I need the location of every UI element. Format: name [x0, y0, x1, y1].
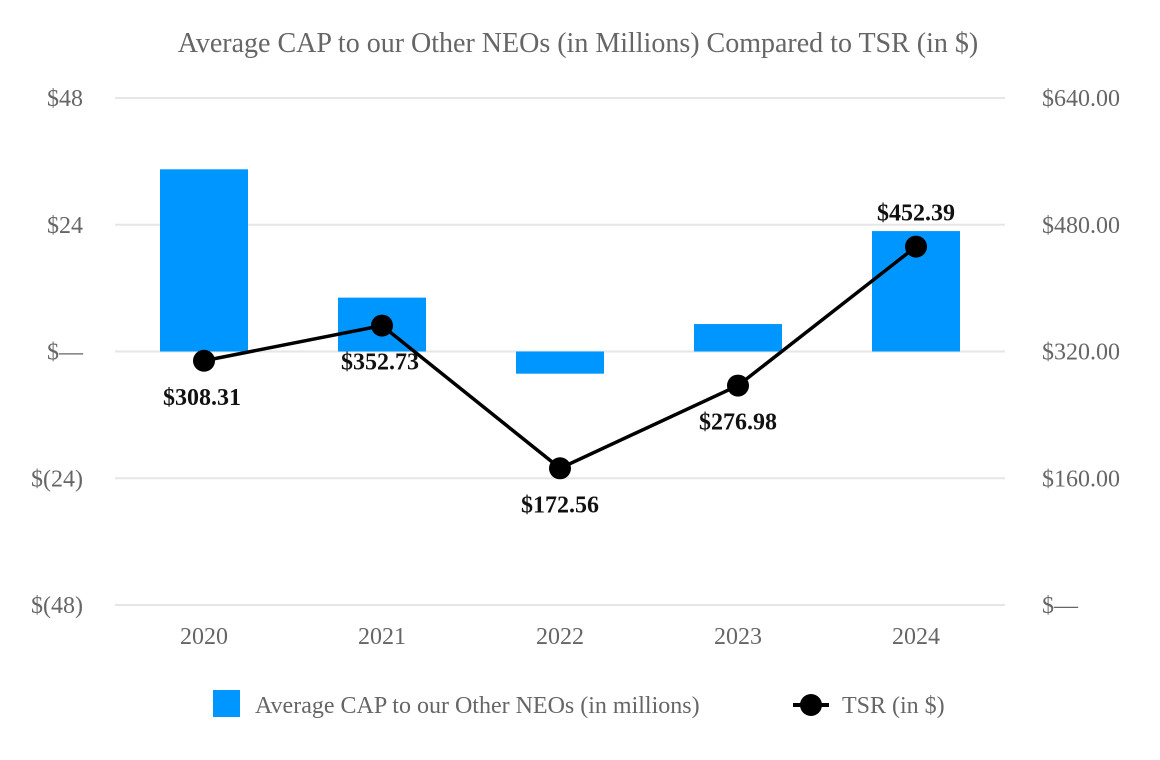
x-tick-label: 2022 — [536, 624, 584, 650]
tsr-point-2022 — [549, 457, 571, 480]
y-right-tick-label: $— — [1042, 593, 1079, 619]
legend-bar-label: Average CAP to our Other NEOs (in millio… — [255, 693, 700, 719]
y-right-tick-label: $160.00 — [1042, 466, 1120, 492]
y-right-tick-label: $640.00 — [1042, 86, 1120, 112]
data-labels: $308.31 $352.73 $172.56 $276.98 $452.39 — [163, 201, 955, 519]
legend-line-marker — [800, 694, 822, 716]
y-left-tick-label: $(24) — [31, 466, 83, 492]
legend: Average CAP to our Other NEOs (in millio… — [213, 690, 945, 719]
y-left-tick-label: $(48) — [31, 593, 83, 619]
axes: $48 $24 $— $(24) $(48) $640.00 $480.00 $320.00 $… — [31, 86, 1120, 650]
x-tick-label: 2021 — [358, 624, 406, 650]
legend-bar-swatch — [213, 690, 240, 717]
tsr-point-2024 — [905, 235, 927, 258]
y-right-tick-label: $320.00 — [1042, 340, 1120, 366]
tsr-point-2023 — [727, 374, 749, 397]
bar-2020 — [160, 169, 248, 352]
tsr-point-2021 — [371, 314, 393, 337]
tsr-point-2020 — [193, 349, 215, 372]
y-left-tick-label: $— — [47, 340, 84, 366]
y-right-tick-label: $480.00 — [1042, 213, 1120, 239]
bar-2022 — [516, 351, 604, 374]
tsr-data-label-2021: $352.73 — [341, 350, 419, 376]
tsr-data-label-2022: $172.56 — [521, 492, 599, 518]
x-tick-label: 2023 — [714, 624, 762, 650]
bar-2023 — [694, 324, 782, 352]
line-series — [193, 235, 927, 480]
tsr-data-label-2020: $308.31 — [163, 385, 241, 411]
tsr-data-label-2024: $452.39 — [877, 201, 955, 227]
chart-title: Average CAP to our Other NEOs (in Millio… — [178, 28, 979, 59]
tsr-data-label-2023: $276.98 — [699, 410, 777, 436]
y-left-tick-label: $24 — [47, 213, 83, 239]
y-left-tick-label: $48 — [47, 86, 83, 112]
bar-series — [160, 169, 960, 374]
x-tick-label: 2024 — [892, 624, 940, 650]
x-tick-label: 2020 — [180, 624, 228, 650]
legend-line-label: TSR (in $) — [842, 693, 945, 719]
